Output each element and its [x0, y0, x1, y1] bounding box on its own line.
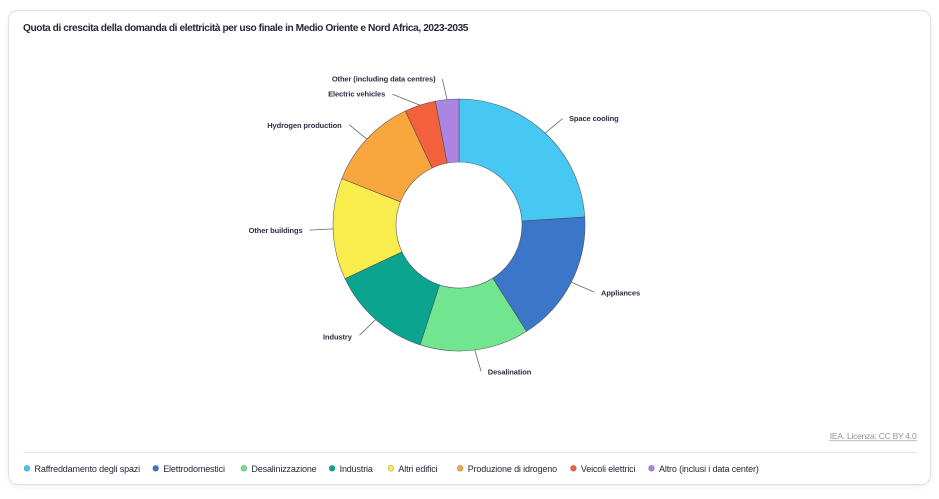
svg-text:Raffreddamento degli spazi: Raffreddamento degli spazi [35, 464, 141, 474]
svg-text:Altri edifici: Altri edifici [398, 464, 437, 474]
svg-text:IEA. Licenza: CC BY 4.0: IEA. Licenza: CC BY 4.0 [830, 431, 917, 441]
svg-text:Veicoli elettrici: Veicoli elettrici [581, 464, 636, 474]
svg-text:Industry: Industry [323, 332, 353, 341]
svg-text:Quota di crescita della domand: Quota di crescita della domanda di elett… [23, 23, 469, 34]
svg-text:Produzione di idrogeno: Produzione di idrogeno [468, 464, 557, 474]
svg-text:Appliances: Appliances [601, 288, 640, 297]
svg-text:Other buildings: Other buildings [249, 226, 303, 235]
svg-text:Industria: Industria [340, 464, 373, 474]
svg-text:Altro (inclusi i data center): Altro (inclusi i data center) [659, 464, 759, 474]
svg-text:Space cooling: Space cooling [569, 114, 619, 123]
svg-text:Electric vehicles: Electric vehicles [328, 89, 385, 98]
svg-text:Other (including data centres): Other (including data centres) [332, 75, 436, 84]
svg-text:Desalinizzazione: Desalinizzazione [251, 464, 316, 474]
svg-text:Desalination: Desalination [488, 367, 532, 376]
svg-text:Hydrogen production: Hydrogen production [267, 121, 342, 130]
svg-text:Elettrodomestici: Elettrodomestici [163, 464, 225, 474]
